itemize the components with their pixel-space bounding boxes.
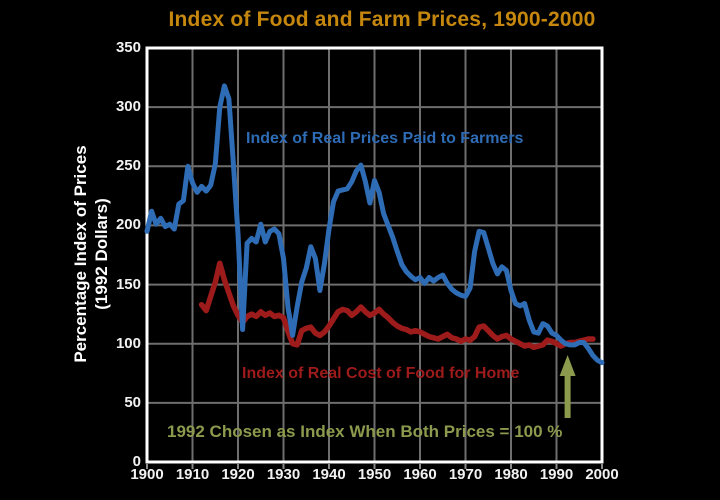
x-tick-label: 1970 (448, 466, 483, 483)
x-tick-label: 1950 (357, 466, 392, 483)
y-tick-label: 150 (115, 275, 141, 293)
y-tick-label: 350 (115, 39, 141, 56)
y-tick-label: 0 (132, 453, 141, 470)
y-tick-label: 200 (115, 216, 141, 234)
x-tick-label: 1980 (494, 466, 528, 483)
x-tick-label: 1990 (539, 466, 574, 483)
plot-frame (145, 46, 604, 464)
chart-title: Index of Food and Farm Prices, 1900-2000 (168, 8, 596, 31)
x-tick-label: 1910 (175, 466, 210, 483)
farm-prices-series-label: Index of Real Prices Paid to Farmers (246, 130, 524, 147)
x-tick-label: 1930 (266, 466, 301, 483)
y-tick-label: 250 (115, 157, 141, 175)
x-tick-label: 2000 (585, 466, 619, 483)
green-up-arrow-icon (559, 355, 576, 376)
y-tick-label: 300 (115, 98, 141, 116)
food-cost-line (198, 260, 596, 351)
y-tick-label: 100 (115, 334, 141, 352)
x-tick-label: 1940 (312, 466, 346, 483)
food-cost-series-label: Index of Real Cost of Food for Home (242, 365, 520, 382)
index-note-annotation: 1992 Chosen as Index When Both Prices = … (167, 422, 563, 441)
x-tick-label: 1960 (403, 466, 437, 483)
farm-prices-line (144, 83, 605, 366)
x-tick-label: 1900 (130, 466, 164, 483)
y-tick-label: 50 (124, 393, 141, 411)
x-tick-label: 1920 (221, 466, 255, 483)
